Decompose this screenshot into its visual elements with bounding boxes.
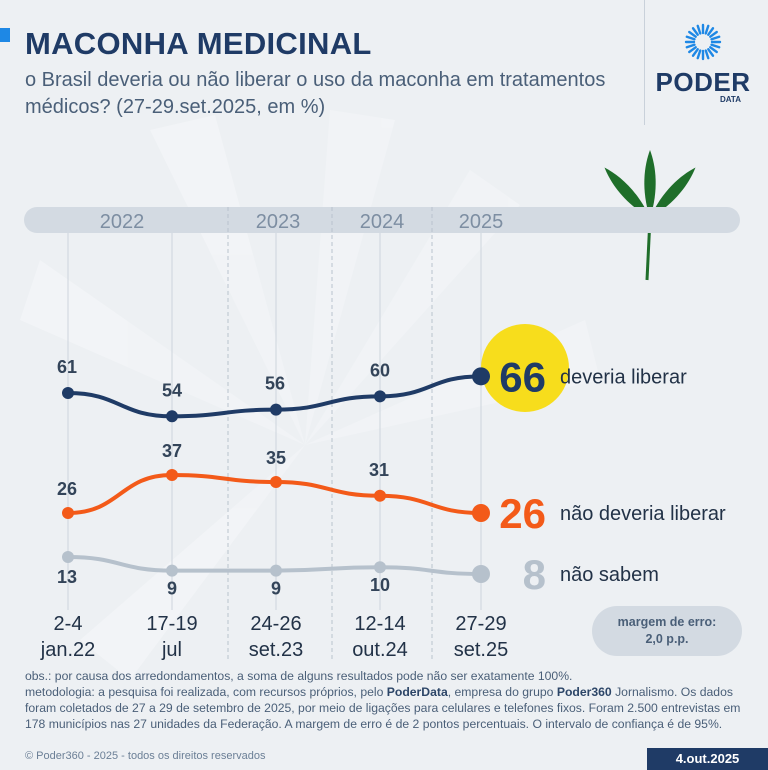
series-name-label: deveria liberar: [560, 366, 687, 388]
x-tick-label: jan.22: [40, 639, 96, 661]
note-methodology-a: metodologia: a pesquisa foi realizada, c…: [25, 685, 387, 699]
data-point: [270, 475, 282, 488]
year-band: [24, 207, 740, 233]
margin-value: 2,0 p.p.: [645, 632, 689, 646]
note-methodology-c: , empresa do grupo: [447, 685, 557, 699]
logo-ray: [691, 48, 699, 57]
data-point: [166, 469, 178, 482]
logo-ray: [691, 27, 699, 36]
note-rounding: obs.: por causa dos arredondamentos, a s…: [25, 669, 573, 683]
data-label: 37: [162, 441, 182, 461]
logo-ray: [704, 24, 710, 35]
logo-ray: [710, 43, 721, 49]
data-point: [472, 565, 490, 583]
data-point: [374, 489, 386, 502]
logo-word: PODER: [655, 67, 751, 97]
x-tick-label: set.23: [249, 639, 303, 661]
series-name-label: não sabem: [560, 564, 659, 586]
margin-label: margem de erro:: [617, 615, 717, 629]
note-methodology-e: Jornalismo. Os dados foram coletados de …: [25, 685, 741, 731]
data-point: [472, 504, 490, 522]
year-label: 2022: [100, 211, 145, 233]
data-label: 61: [57, 357, 77, 377]
data-point: [166, 410, 178, 423]
publication-date: 4.out.2025: [647, 748, 768, 770]
data-point: [374, 561, 386, 574]
highlight-circle: [481, 324, 569, 412]
data-point: [374, 390, 386, 403]
note-methodology-d: Poder360: [556, 685, 612, 699]
data-label: 9: [271, 579, 281, 599]
logo-ray: [709, 30, 718, 38]
accent-bar: [0, 28, 10, 42]
latest-value-label: 8: [523, 551, 546, 598]
data-point: [62, 551, 74, 563]
series-name-label: não deveria liberar: [560, 503, 726, 525]
copyright: © Poder360 - 2025 - todos os direitos re…: [25, 750, 266, 762]
logo-ray: [710, 35, 721, 41]
x-tick-label: set.25: [454, 639, 508, 661]
data-label: 31: [369, 460, 389, 480]
logo-ray: [688, 46, 697, 54]
logo-ray: [685, 35, 696, 41]
margin-of-error-badge: margem de erro: 2,0 p.p.: [592, 606, 742, 656]
poderdata-logo: PODER DATA: [653, 22, 753, 104]
chart-title: MACONHA MEDICINAL: [25, 26, 372, 61]
data-point: [62, 387, 74, 399]
data-label: 54: [162, 380, 182, 400]
data-point: [166, 564, 178, 577]
data-label: 9: [167, 579, 177, 599]
year-label: 2023: [256, 211, 301, 233]
x-tick-label: 2-4: [54, 613, 83, 635]
logo-ray: [685, 43, 696, 49]
data-point: [472, 367, 490, 386]
data-point: [270, 403, 282, 416]
year-label: 2025: [459, 211, 504, 233]
chart-subtitle: o Brasil deveria ou não liberar o uso da…: [25, 69, 606, 118]
sunburst-logo-icon: [684, 23, 722, 61]
logo-ray: [696, 49, 702, 60]
data-point: [62, 507, 74, 519]
data-label: 60: [370, 360, 390, 380]
latest-value-label: 66: [499, 353, 546, 400]
methodology-notes: obs.: por causa dos arredondamentos, a s…: [25, 668, 745, 732]
data-label: 56: [265, 374, 285, 394]
logo-ray: [688, 30, 697, 38]
x-tick-label: 17-19: [146, 613, 197, 635]
x-tick-label: 27-29: [455, 613, 506, 635]
x-tick-label: jul: [161, 639, 182, 661]
logo-sub: DATA: [719, 95, 741, 104]
data-label: 26: [57, 479, 77, 499]
logo-ray: [696, 24, 702, 35]
x-tick-label: 24-26: [250, 613, 301, 635]
note-methodology-b: PoderData: [386, 685, 448, 699]
x-tick-label: out.24: [352, 639, 408, 661]
data-label: 10: [370, 575, 390, 595]
logo-ray: [704, 49, 710, 60]
logo-ray: [707, 27, 715, 36]
header-divider: [644, 0, 645, 125]
logo-ray: [707, 48, 715, 57]
year-label: 2024: [360, 211, 405, 233]
latest-value-label: 26: [499, 490, 546, 537]
data-label: 13: [57, 567, 77, 587]
logo-ray: [709, 46, 718, 54]
x-tick-label: 12-14: [354, 613, 405, 635]
data-point: [270, 564, 282, 577]
data-label: 35: [266, 448, 286, 468]
